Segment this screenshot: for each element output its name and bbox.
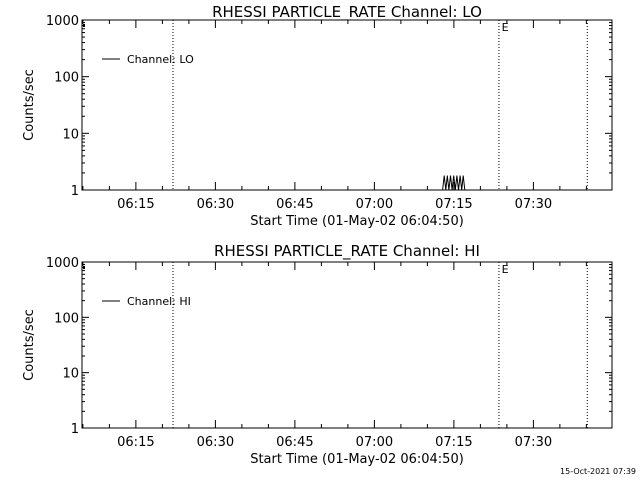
- y-tick-label: 1: [71, 422, 79, 437]
- legend-label: Channel: HI: [127, 295, 191, 308]
- y-tick-label: 10: [62, 367, 79, 382]
- event-annotation: E: [502, 263, 509, 276]
- y-axis-label: Counts/sec: [22, 309, 37, 381]
- x-tick-label: 07:15: [435, 435, 472, 450]
- corner-marker: [83, 24, 85, 27]
- x-axis-label: Start Time (01-May-02 06:04:50): [250, 214, 464, 229]
- plot-frame: [81, 261, 613, 429]
- plot-frame: [81, 19, 613, 191]
- y-axis-label: Counts/sec: [22, 69, 37, 141]
- generation-timestamp: 15-Oct-2021 07:39: [560, 467, 636, 476]
- chart-panel-2: RHESSI PARTICLE_RATE Channel: HI 1 10 100 10…: [22, 242, 613, 467]
- chart-title: RHESSI PARTICLE_RATE Channel: LO: [212, 3, 482, 22]
- x-tick-label: 06:15: [117, 197, 154, 212]
- x-tick-label: 07:00: [356, 435, 393, 450]
- y-tick-label: 1000: [46, 14, 79, 29]
- x-tick-label: 07:15: [435, 197, 472, 212]
- chart-panel-1: RHESSI PARTICLE_RATE Channel: LO 1 10 100 10…: [22, 3, 613, 229]
- chart-title: RHESSI PARTICLE_RATE Channel: HI: [214, 242, 480, 261]
- y-tick-label: 100: [54, 311, 79, 326]
- x-axis-label: Start Time (01-May-02 06:04:50): [250, 452, 464, 467]
- x-tick-label: 06:15: [117, 435, 154, 450]
- y-tick-label: 1000: [46, 256, 79, 271]
- legend-label: Channel: LO: [127, 53, 194, 66]
- y-tick-label: 1: [71, 184, 79, 199]
- x-tick-label: 07:00: [356, 197, 393, 212]
- x-tick-label: 07:30: [515, 197, 552, 212]
- x-tick-label: 07:30: [515, 435, 552, 450]
- y-tick-label: 100: [54, 71, 79, 86]
- event-annotation: E: [502, 21, 509, 34]
- x-tick-label: 06:30: [197, 435, 234, 450]
- x-tick-label: 06:45: [276, 197, 313, 212]
- series-line: [442, 175, 466, 191]
- y-tick-label: 10: [62, 127, 79, 142]
- x-tick-label: 06:30: [197, 197, 234, 212]
- x-tick-label: 06:45: [276, 435, 313, 450]
- corner-marker: [83, 266, 85, 269]
